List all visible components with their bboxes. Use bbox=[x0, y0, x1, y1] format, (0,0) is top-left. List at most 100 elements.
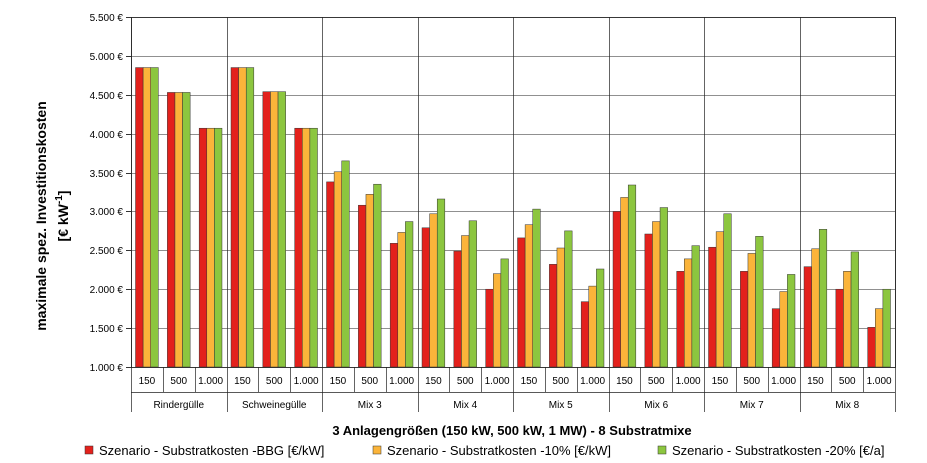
bar bbox=[365, 194, 374, 368]
group-label: Mix 3 bbox=[358, 400, 382, 411]
bar bbox=[740, 271, 749, 368]
bar bbox=[549, 264, 558, 368]
size-label: 1.000 bbox=[771, 376, 796, 387]
size-label: 150 bbox=[712, 376, 729, 387]
bar bbox=[755, 236, 764, 368]
x-category-labels: 150 500 1.000 Rindergülle 150 500 1.000 Schwein… bbox=[139, 376, 892, 411]
bar bbox=[532, 208, 541, 368]
y-axis-title-line1: maximale spez. Investitionskosten bbox=[33, 101, 49, 331]
bar bbox=[588, 285, 597, 368]
bar bbox=[493, 273, 502, 368]
size-label: 1.000 bbox=[867, 376, 892, 387]
size-label: 500 bbox=[743, 376, 760, 387]
size-label: 150 bbox=[807, 376, 824, 387]
bar bbox=[429, 213, 438, 368]
bar bbox=[875, 308, 884, 368]
y-tick-label: 1.500 € bbox=[90, 324, 124, 335]
bar bbox=[684, 258, 693, 368]
y-axis-title-exponent: -1 bbox=[54, 195, 65, 204]
bar bbox=[142, 67, 151, 368]
y-tick-label: 4.000 € bbox=[90, 130, 124, 141]
bar bbox=[230, 67, 239, 368]
bar bbox=[882, 288, 891, 368]
legend-label: Szenario - Substratkosten -10% [€/kW] bbox=[387, 443, 611, 458]
bar bbox=[843, 271, 852, 368]
bar bbox=[182, 92, 191, 368]
plot-frame bbox=[131, 17, 896, 368]
bar bbox=[620, 197, 629, 368]
axes bbox=[126, 17, 896, 412]
bar bbox=[517, 237, 526, 368]
bar bbox=[468, 220, 477, 368]
group-label: Mix 6 bbox=[644, 400, 668, 411]
legend-label: Szenario - Substratkosten -BBG [€/kW] bbox=[99, 443, 324, 458]
bar bbox=[245, 67, 255, 368]
bar bbox=[333, 171, 342, 368]
size-label: 500 bbox=[839, 376, 856, 387]
bar bbox=[198, 127, 208, 368]
size-label: 1.000 bbox=[485, 376, 510, 387]
size-label: 500 bbox=[552, 376, 569, 387]
size-label: 500 bbox=[170, 376, 187, 387]
bar bbox=[277, 91, 286, 368]
y-tick-label: 3.000 € bbox=[90, 207, 124, 218]
bar bbox=[461, 235, 470, 368]
bar bbox=[453, 250, 462, 368]
bar bbox=[341, 160, 350, 368]
y-tick-label: 2.500 € bbox=[90, 246, 124, 257]
size-label: 1.000 bbox=[389, 376, 414, 387]
bar bbox=[373, 183, 382, 368]
bars bbox=[135, 67, 891, 368]
bar bbox=[556, 247, 565, 368]
bar bbox=[818, 229, 828, 368]
group-label: Mix 5 bbox=[549, 400, 573, 411]
bar bbox=[708, 246, 717, 368]
bar bbox=[485, 288, 494, 368]
bar bbox=[206, 127, 215, 368]
y-axis-title-line2: [€ kW-1] bbox=[54, 191, 71, 242]
bar bbox=[867, 327, 876, 368]
bar bbox=[612, 211, 621, 368]
group-label: Mix 4 bbox=[453, 400, 477, 411]
y-tick-label: 1.000 € bbox=[90, 363, 124, 374]
size-label: 500 bbox=[361, 376, 378, 387]
bar bbox=[627, 184, 637, 368]
size-label: 150 bbox=[616, 376, 633, 387]
y-tick-label: 4.500 € bbox=[90, 91, 124, 102]
y-tick-label: 3.500 € bbox=[90, 169, 124, 180]
size-label: 1.000 bbox=[580, 376, 605, 387]
bar bbox=[270, 91, 279, 368]
group-label: Mix 8 bbox=[835, 400, 859, 411]
bar bbox=[174, 92, 183, 368]
group-label: Rindergülle bbox=[153, 400, 204, 411]
bar bbox=[389, 243, 399, 368]
legend-swatch bbox=[657, 445, 667, 455]
bar bbox=[294, 127, 303, 368]
size-label: 150 bbox=[425, 376, 442, 387]
bar bbox=[835, 288, 844, 368]
legend: Szenario - Substratkosten -BBG [€/kW] Sze… bbox=[84, 443, 884, 458]
bar bbox=[135, 67, 144, 368]
size-label: 500 bbox=[266, 376, 283, 387]
y-axis-title-unit: [€ kW bbox=[55, 203, 71, 241]
size-label: 1.000 bbox=[198, 376, 223, 387]
bar bbox=[326, 181, 335, 368]
group-label: Mix 7 bbox=[740, 400, 764, 411]
bar bbox=[787, 274, 796, 368]
bar bbox=[652, 221, 661, 368]
bar bbox=[214, 127, 223, 368]
size-label: 1.000 bbox=[676, 376, 701, 387]
bar bbox=[659, 207, 668, 368]
y-tick-labels: 1.000 € 1.500 € 2.000 € 2.500 € 3.000 € 3.500… bbox=[90, 13, 124, 374]
bar bbox=[150, 67, 159, 368]
bar bbox=[524, 224, 533, 368]
legend-label: Szenario - Substratkosten -20% [€/a] bbox=[672, 443, 884, 458]
x-axis-title: 3 Anlagengrößen (150 kW, 500 kW, 1 MW) -… bbox=[332, 423, 691, 438]
bar bbox=[564, 230, 573, 368]
bar bbox=[580, 301, 590, 368]
bar bbox=[358, 204, 367, 368]
size-label: 150 bbox=[139, 376, 156, 387]
bar bbox=[167, 92, 176, 368]
y-tick-label: 5.000 € bbox=[90, 52, 124, 63]
